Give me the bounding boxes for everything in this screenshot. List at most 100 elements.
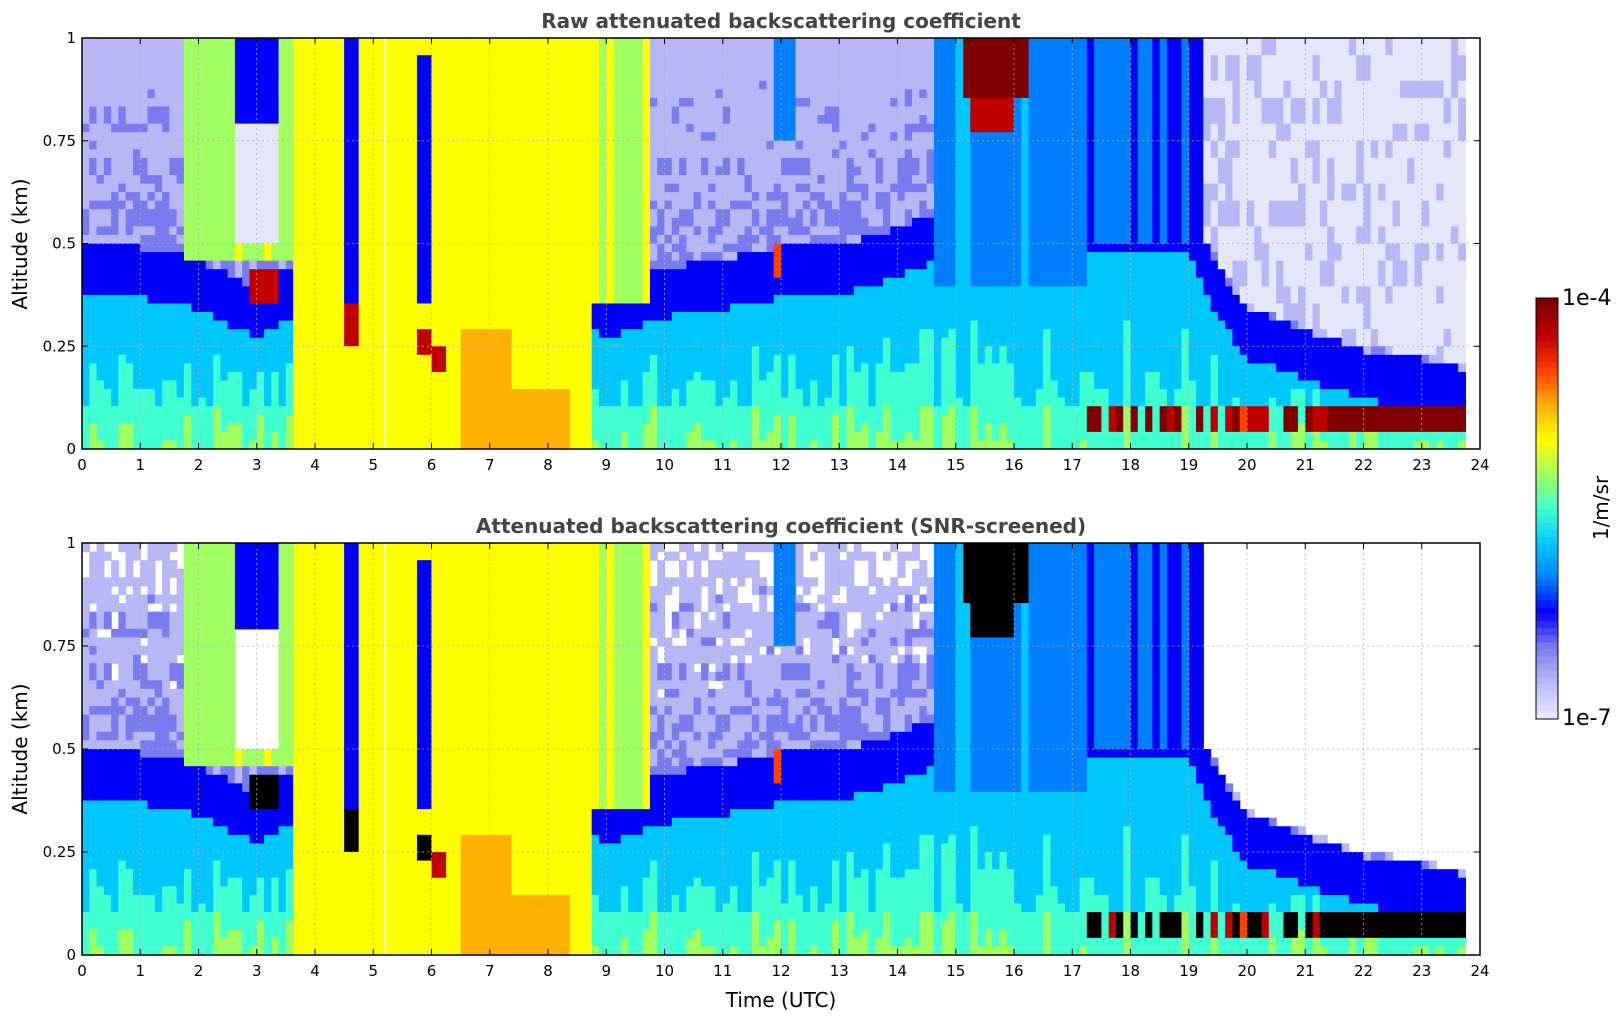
heatmap-cell (183, 234, 192, 245)
heatmap-cell (256, 423, 265, 433)
heatmap-cell (518, 277, 527, 287)
heatmap-cell (365, 106, 374, 116)
heatmap-cell (431, 406, 440, 416)
heatmap-cell (300, 175, 309, 185)
heatmap-cell (373, 320, 382, 330)
heatmap-cell (649, 106, 658, 116)
heatmap-cell (526, 397, 535, 407)
heatmap-cell (438, 243, 447, 253)
heatmap-cell (504, 140, 513, 150)
heatmap-cell (154, 346, 163, 356)
heatmap-cell (628, 269, 636, 279)
heatmap-cell (831, 226, 840, 236)
heatmap-cell (387, 123, 396, 133)
heatmap-cell (234, 423, 243, 433)
heatmap-cell (271, 132, 280, 142)
heatmap-cell (103, 243, 112, 253)
heatmap-cell (453, 106, 462, 116)
heatmap-cell (300, 192, 309, 202)
heatmap-cell (642, 63, 651, 73)
heatmap-cell (351, 226, 360, 236)
heatmap-cell (387, 389, 396, 399)
heatmap-cell (409, 252, 418, 262)
heatmap-cell (642, 440, 651, 449)
heatmap-cell (169, 166, 178, 176)
heatmap-cell (89, 166, 98, 176)
heatmap-cell (322, 414, 331, 424)
heatmap-cell (642, 312, 651, 322)
heatmap-cell (169, 363, 178, 373)
heatmap-cell (686, 183, 695, 193)
heatmap-cell (518, 183, 527, 193)
heatmap-cell (744, 72, 753, 82)
heatmap-cell (424, 320, 433, 330)
heatmap-cell (795, 243, 804, 253)
heatmap-cell (125, 149, 134, 159)
heatmap-cell (671, 234, 680, 245)
heatmap-cell (256, 234, 265, 245)
heatmap-cell (220, 380, 229, 390)
heatmap-cell (693, 72, 702, 82)
heatmap-cell (169, 346, 178, 356)
heatmap-cell (679, 38, 687, 48)
heatmap-cell (256, 303, 265, 313)
heatmap-cell (831, 55, 840, 65)
heatmap-cell (839, 38, 848, 48)
heatmap-cell (300, 397, 309, 407)
heatmap-cell (293, 55, 302, 65)
heatmap-cell (773, 397, 782, 407)
heatmap-cell (125, 277, 134, 287)
heatmap-cell (649, 234, 658, 245)
heatmap-cell (548, 209, 556, 219)
heatmap-cell (518, 337, 527, 347)
heatmap-cell (693, 423, 702, 433)
heatmap-cell (482, 175, 491, 185)
heatmap-cell (322, 217, 331, 227)
heatmap-cell (686, 234, 695, 245)
heatmap-cell (562, 397, 571, 407)
heatmap-cell (686, 337, 695, 347)
heatmap-cell (140, 371, 149, 382)
heatmap-cell (613, 320, 622, 330)
heatmap-cell (810, 414, 819, 424)
heatmap-cell (198, 217, 207, 227)
heatmap-cell (438, 260, 447, 270)
heatmap-cell (176, 123, 185, 133)
heatmap-cell (569, 55, 578, 65)
heatmap-cell (234, 363, 243, 373)
heatmap-cell (744, 115, 753, 125)
heatmap-cell (140, 380, 149, 390)
heatmap-cell (744, 363, 753, 373)
heatmap-cell (111, 269, 120, 279)
heatmap-cell (657, 106, 666, 116)
heatmap-cell (686, 209, 695, 219)
heatmap-cell (467, 431, 476, 442)
heatmap-cell (482, 55, 491, 65)
heatmap-cell (169, 106, 178, 116)
heatmap-cell (824, 72, 833, 82)
heatmap-cell (344, 55, 353, 65)
heatmap-cell (795, 38, 804, 48)
heatmap-cell (766, 192, 775, 202)
heatmap-cell (154, 312, 163, 322)
heatmap-cell (569, 209, 578, 219)
heatmap-cell (387, 363, 396, 373)
heatmap-cell (693, 115, 702, 125)
heatmap-cell (147, 397, 156, 407)
heatmap-cell (577, 277, 586, 287)
heatmap-cell (788, 132, 797, 142)
heatmap-cell (700, 431, 709, 442)
heatmap-cell (795, 115, 804, 125)
heatmap-cell (817, 234, 826, 245)
heatmap-cell (795, 89, 804, 99)
heatmap-cell (191, 389, 200, 399)
heatmap-cell (315, 286, 323, 296)
heatmap-cell (781, 226, 789, 236)
heatmap-cell (198, 371, 207, 382)
heatmap-cell (584, 115, 593, 125)
heatmap-cell (555, 346, 564, 356)
heatmap-cell (278, 38, 287, 48)
heatmap-cell (132, 380, 141, 390)
heatmap-cell (329, 363, 338, 373)
heatmap-cell (591, 286, 600, 296)
